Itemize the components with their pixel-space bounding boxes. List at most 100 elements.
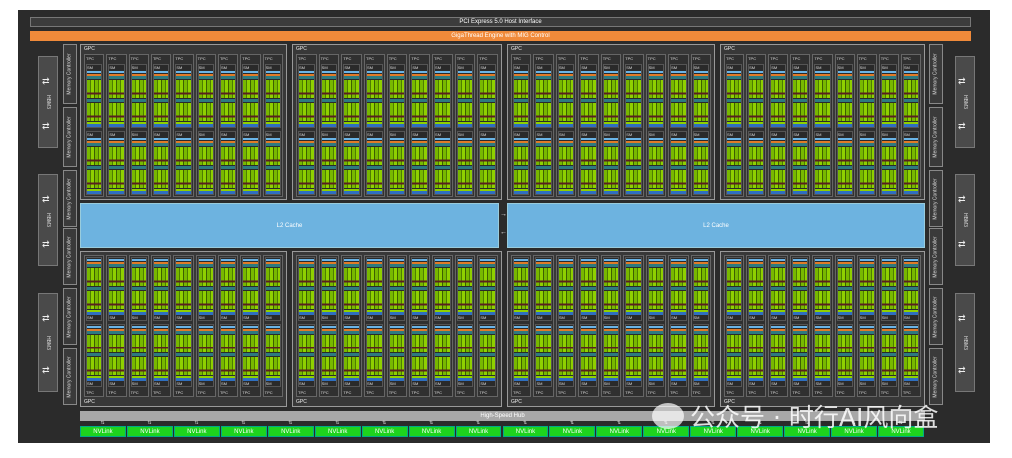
sm-unit-stripe: [109, 143, 124, 146]
sm-unit-stripe: [558, 166, 574, 169]
sm-unit-stripe: [457, 311, 473, 315]
cuda-core-block: [480, 357, 496, 375]
sm-unit-stripe: [198, 74, 213, 76]
cuda-core-block: [749, 170, 764, 188]
streaming-multiprocessor: SM: [535, 64, 552, 128]
cuda-core-block: [771, 147, 786, 165]
sm-unit-stripe: [603, 264, 619, 267]
sm-label: SM: [859, 314, 866, 320]
sm-unit-stripe: [727, 309, 742, 312]
nvlink-port: NVLink: [502, 426, 549, 437]
sm-unit-stripe: [412, 74, 428, 76]
sm-unit-stripe: [344, 353, 360, 357]
sm-unit-stripe: [435, 143, 450, 146]
sm-unit-stripe: [321, 141, 337, 143]
cuda-core-block: [514, 80, 529, 98]
streaming-multiprocessor: SM: [602, 257, 620, 321]
sm-unit-stripe: [321, 330, 337, 334]
l2-cache-left: L2 Cache: [80, 203, 499, 248]
sm-unit-stripe: [457, 259, 473, 261]
cuda-core-block: [412, 268, 428, 286]
sm-label: SM: [771, 65, 778, 70]
sm-unit-stripe: [581, 262, 596, 264]
sm-unit-stripe: [749, 166, 764, 169]
cuda-core-block: [389, 357, 405, 375]
sm-unit-stripe: [87, 124, 102, 127]
sm-unit-stripe: [671, 353, 686, 357]
sm-unit-stripe: [109, 76, 124, 79]
sm-unit-stripe: [514, 330, 529, 334]
sm-unit-stripe: [367, 71, 382, 73]
streaming-multiprocessor: SM: [434, 64, 451, 128]
streaming-multiprocessor: SM: [647, 323, 665, 387]
tpc-label: TPC: [242, 390, 251, 395]
cuda-core-block: [176, 334, 191, 353]
streaming-multiprocessor: SM: [197, 323, 214, 387]
memory-controller: Memory Controller: [63, 44, 77, 104]
sm-unit-stripe: [109, 166, 124, 169]
cuda-core-block: [648, 147, 664, 165]
sm-unit-stripe: [153, 262, 169, 264]
sm-unit-stripe: [176, 189, 191, 191]
streaming-multiprocessor: SM: [86, 323, 103, 387]
sm-label: SM: [321, 65, 328, 70]
streaming-multiprocessor: SM: [625, 323, 642, 387]
sm-label: SM: [648, 314, 655, 320]
sm-unit-stripe: [536, 191, 551, 194]
sm-unit-stripe: [749, 74, 764, 76]
sm-label: SM: [153, 132, 160, 137]
streaming-multiprocessor: SM: [858, 64, 875, 128]
sm-unit-stripe: [220, 124, 236, 127]
sm-unit-stripe: [243, 262, 258, 264]
sm-unit-stripe: [603, 325, 619, 328]
sm-unit-stripe: [749, 124, 764, 127]
cuda-core-block: [749, 268, 764, 286]
tpc-label: TPC: [456, 390, 465, 395]
tpc-label: TPC: [535, 390, 544, 395]
sm-unit-stripe: [109, 378, 124, 381]
streaming-multiprocessor: SM: [880, 131, 897, 195]
sm-unit-stripe: [367, 76, 382, 79]
sm-unit-stripe: [648, 71, 664, 73]
sm-unit-stripe: [435, 311, 450, 315]
sm-label: SM: [265, 381, 272, 386]
streaming-multiprocessor: SM: [770, 257, 787, 321]
cuda-core-block: [514, 357, 529, 375]
cuda-core-block: [131, 357, 146, 375]
sm-unit-stripe: [299, 124, 314, 127]
sm-label: SM: [176, 65, 183, 70]
cuda-core-block: [514, 290, 529, 309]
sm-unit-stripe: [603, 122, 619, 124]
cuda-core-block: [412, 170, 428, 188]
cuda-core-block: [581, 147, 596, 165]
sm-unit-stripe: [727, 189, 742, 191]
sm-unit-stripe: [367, 286, 382, 290]
streaming-multiprocessor: SM: [175, 323, 192, 387]
sm-unit-stripe: [749, 141, 764, 143]
sm-unit-stripe: [671, 262, 686, 264]
sm-unit-stripe: [265, 311, 280, 315]
sm-unit-stripe: [671, 138, 686, 140]
sm-unit-stripe: [299, 353, 314, 357]
sm-unit-stripe: [457, 138, 473, 140]
sm-unit-stripe: [727, 378, 742, 381]
cuda-core-block: [153, 268, 169, 286]
sm-unit-stripe: [457, 76, 473, 79]
sm-unit-stripe: [109, 311, 124, 315]
sm-unit-stripe: [220, 138, 236, 140]
sm-unit-stripe: [815, 328, 830, 331]
cuda-core-block: [109, 357, 124, 375]
sm-unit-stripe: [435, 353, 450, 357]
cuda-core-block: [581, 357, 596, 375]
sm-unit-stripe: [581, 76, 596, 79]
tpc: SM SM TPC: [690, 255, 711, 397]
sm-label: SM: [648, 65, 655, 70]
sm-unit-stripe: [198, 99, 213, 102]
sm-unit-stripe: [693, 138, 708, 140]
sm-unit-stripe: [648, 122, 664, 124]
streaming-multiprocessor: SM: [197, 64, 214, 128]
nvlink-arrow-icon: ⇅: [851, 420, 856, 426]
cuda-core-block: [198, 103, 213, 121]
nvlink-arrow-icon: ⇅: [616, 420, 622, 426]
sm-unit-stripe: [367, 378, 382, 381]
